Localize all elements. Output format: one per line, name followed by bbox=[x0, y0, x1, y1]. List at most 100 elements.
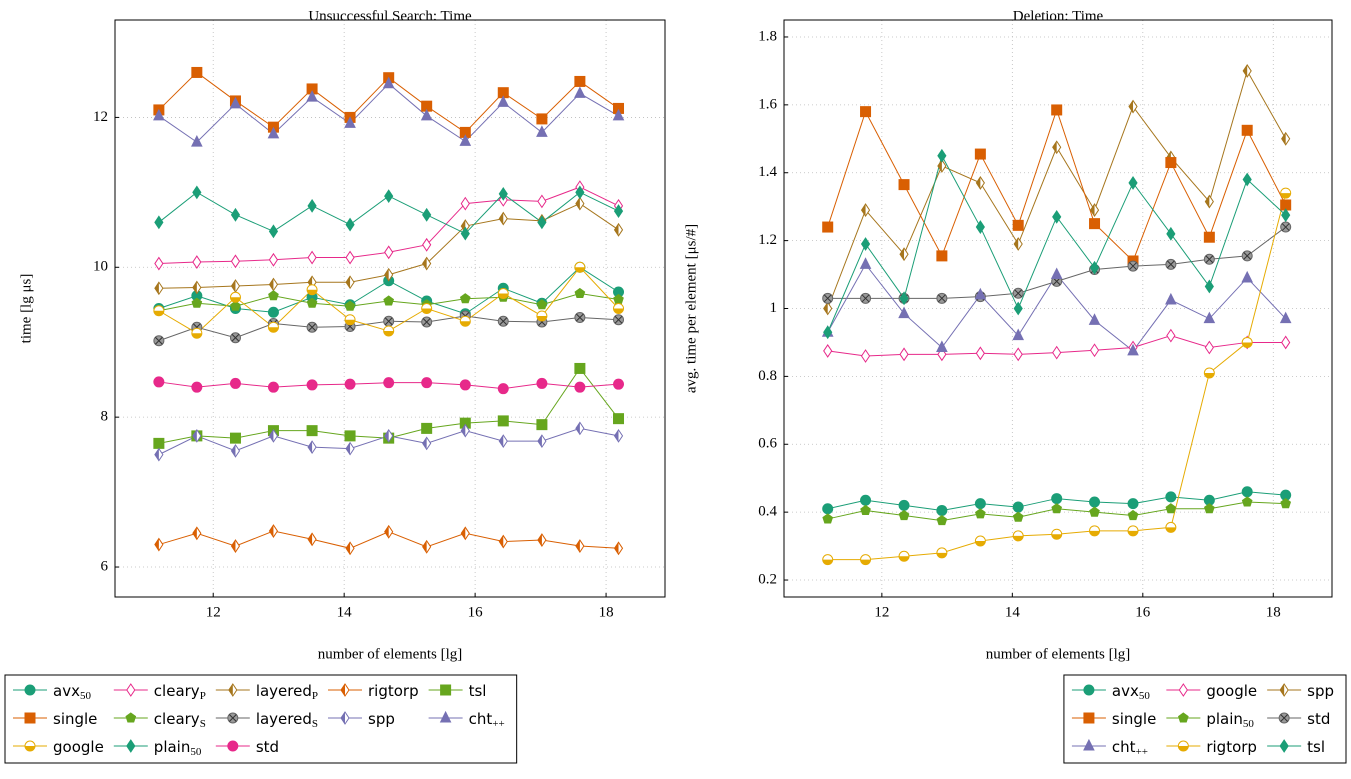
legend-name: plain bbox=[1206, 710, 1243, 728]
marker bbox=[230, 279, 241, 293]
legend-label: std bbox=[1307, 710, 1330, 728]
legend-name: cleary bbox=[154, 710, 200, 728]
y-tick-label: 10 bbox=[93, 259, 108, 275]
marker-cross bbox=[228, 714, 237, 722]
marker bbox=[536, 125, 548, 137]
marker bbox=[822, 554, 834, 566]
marker bbox=[345, 217, 355, 232]
marker bbox=[1204, 340, 1214, 355]
marker bbox=[536, 113, 548, 125]
x-tick-label: 14 bbox=[337, 604, 353, 620]
marker bbox=[575, 421, 585, 436]
marker bbox=[230, 207, 241, 222]
marker bbox=[613, 204, 624, 218]
legend-label: plain50 bbox=[1206, 710, 1254, 730]
x-tick-label: 12 bbox=[874, 604, 889, 620]
marker bbox=[823, 325, 833, 340]
marker bbox=[459, 293, 471, 304]
marker bbox=[498, 534, 508, 549]
x-axis-label: number of elements [lg] bbox=[986, 646, 1131, 662]
marker bbox=[1013, 347, 1023, 362]
legend-item: cht++ bbox=[1071, 738, 1148, 758]
marker bbox=[126, 739, 136, 753]
marker bbox=[936, 547, 948, 559]
legend-label: rigtorp bbox=[368, 682, 419, 700]
legend-sub: 50 bbox=[1243, 718, 1255, 730]
marker bbox=[307, 250, 317, 265]
legend-name: cleary bbox=[154, 682, 200, 700]
marker bbox=[1166, 226, 1176, 241]
marker bbox=[574, 287, 586, 299]
marker bbox=[460, 196, 470, 211]
x-tick-label: 18 bbox=[1266, 604, 1281, 620]
marker bbox=[899, 247, 909, 262]
marker bbox=[460, 226, 470, 241]
marker bbox=[898, 306, 910, 319]
marker bbox=[936, 515, 948, 526]
marker bbox=[306, 297, 318, 308]
marker bbox=[1166, 328, 1176, 343]
marker bbox=[860, 349, 871, 363]
marker bbox=[383, 377, 395, 389]
plot-frame bbox=[783, 19, 1333, 598]
marker bbox=[344, 116, 356, 128]
marker bbox=[860, 554, 872, 566]
y-tick-label: 1.6 bbox=[758, 96, 777, 112]
legend-sub: S bbox=[200, 718, 206, 730]
marker-cross bbox=[155, 336, 163, 345]
legend-label: std bbox=[256, 738, 279, 756]
legend-name: google bbox=[1206, 682, 1257, 700]
marker bbox=[898, 550, 910, 562]
marker bbox=[154, 281, 164, 296]
marker bbox=[1165, 292, 1177, 305]
marker bbox=[537, 194, 547, 209]
marker bbox=[860, 237, 871, 251]
marker bbox=[192, 185, 202, 200]
marker bbox=[1083, 712, 1095, 724]
marker bbox=[822, 221, 834, 233]
marker bbox=[1089, 525, 1101, 537]
marker-cross bbox=[1014, 289, 1023, 298]
marker bbox=[536, 310, 548, 322]
marker bbox=[975, 508, 986, 519]
legend-sub: 50 bbox=[190, 746, 202, 758]
y-tick-label: 1.2 bbox=[758, 232, 777, 248]
y-tick-label: 1.4 bbox=[758, 164, 777, 180]
marker bbox=[306, 284, 318, 296]
marker bbox=[936, 340, 948, 353]
legend-name: avx bbox=[1112, 682, 1139, 700]
marker bbox=[1128, 176, 1138, 190]
legend-item: clearyS bbox=[113, 710, 206, 730]
legend-name: plain bbox=[154, 738, 191, 756]
marker bbox=[1012, 328, 1025, 341]
marker bbox=[383, 295, 395, 306]
legend-label: spp bbox=[368, 710, 395, 728]
marker bbox=[154, 447, 164, 462]
marker bbox=[1203, 231, 1215, 243]
y-axis-label: avg. time per element [μs/#] bbox=[683, 224, 699, 393]
marker bbox=[1052, 209, 1062, 224]
marker bbox=[536, 419, 548, 431]
legend-item: tsl bbox=[1267, 738, 1325, 756]
marker bbox=[975, 220, 985, 234]
legend-item: google bbox=[1166, 682, 1257, 700]
legend-label: single bbox=[53, 710, 97, 728]
y-tick-label: 0.4 bbox=[758, 504, 777, 520]
marker bbox=[536, 377, 548, 389]
marker bbox=[899, 347, 909, 362]
y-tick-label: 0.6 bbox=[758, 436, 777, 452]
marker bbox=[537, 533, 547, 547]
marker bbox=[268, 277, 279, 292]
marker bbox=[974, 498, 986, 510]
marker bbox=[154, 256, 164, 271]
marker bbox=[613, 428, 624, 443]
y-tick-label: 12 bbox=[93, 109, 108, 125]
marker bbox=[860, 504, 871, 515]
legend-name: cht bbox=[1112, 738, 1136, 756]
marker bbox=[153, 376, 165, 388]
marker bbox=[1089, 260, 1100, 275]
legend-name: google bbox=[53, 738, 104, 756]
legend-label: single bbox=[1112, 710, 1156, 728]
marker bbox=[574, 75, 586, 87]
